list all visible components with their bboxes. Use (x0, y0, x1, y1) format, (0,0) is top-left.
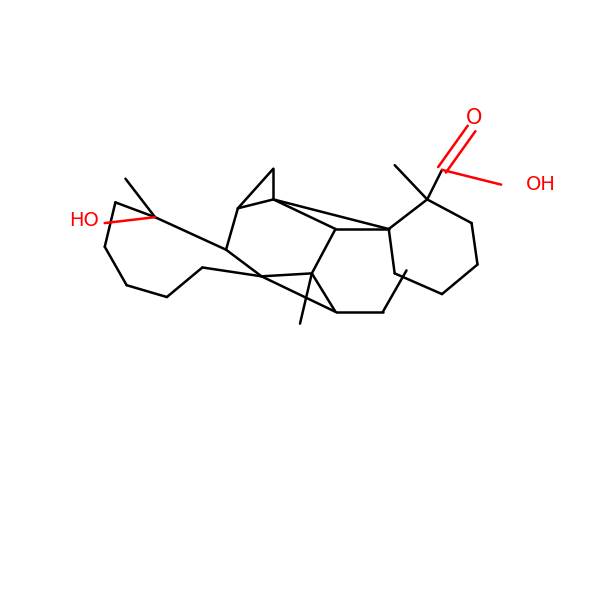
Text: OH: OH (526, 175, 556, 194)
Text: HO: HO (69, 211, 99, 230)
Text: O: O (466, 108, 483, 128)
